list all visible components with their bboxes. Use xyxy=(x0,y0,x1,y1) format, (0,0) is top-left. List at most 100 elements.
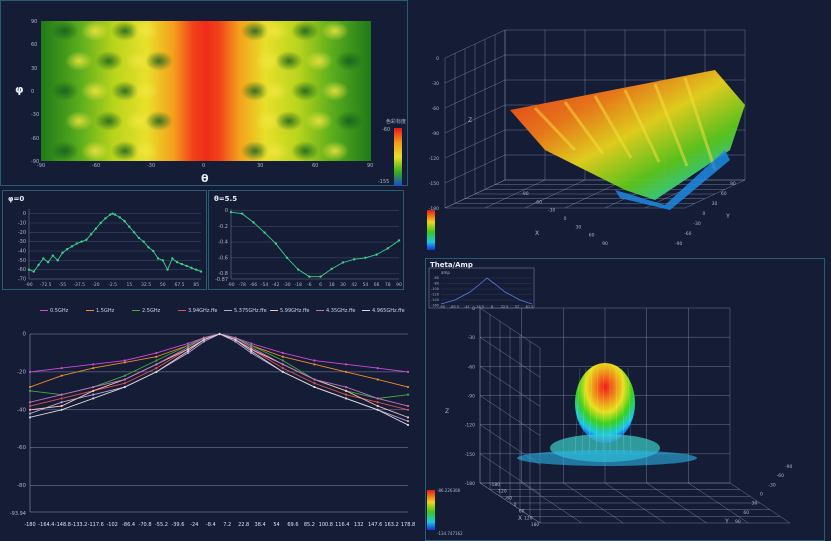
heatmap-lobe xyxy=(81,81,109,101)
legend-item[interactable]: 2.5GHz xyxy=(132,308,160,314)
z-tick-label: 0 xyxy=(472,306,475,312)
y-tick-label: -90 xyxy=(785,464,792,470)
data-point xyxy=(281,351,284,355)
data-point xyxy=(70,245,74,248)
data-point xyxy=(156,257,160,260)
data-point xyxy=(128,225,131,228)
legend-swatch xyxy=(316,310,324,311)
data-point xyxy=(186,342,190,345)
x-tick-label: 15 xyxy=(126,282,132,288)
x-tick-label: 163.2 xyxy=(384,522,398,528)
mini-x-tick: 81.5 xyxy=(526,305,534,309)
data-point xyxy=(123,361,126,364)
data-point xyxy=(375,253,378,256)
heatmap-lobe xyxy=(305,51,333,71)
data-point xyxy=(28,389,32,392)
y-tick-label: 0 xyxy=(703,211,706,217)
x-tick-label: 38.4 xyxy=(255,522,266,528)
x-tick-label: 85.2 xyxy=(304,522,315,528)
legend-item[interactable]: 4.35GHz.ffe xyxy=(316,308,356,314)
heatmap-lobe xyxy=(335,111,363,131)
data-point xyxy=(28,370,32,373)
grid-line xyxy=(479,337,541,378)
data-point xyxy=(186,351,190,355)
data-point xyxy=(92,393,95,396)
data-point xyxy=(406,370,410,373)
data-point xyxy=(171,257,174,260)
data-point xyxy=(104,217,107,220)
data-point xyxy=(234,340,237,343)
data-point xyxy=(28,408,32,411)
x-tick-label: -90 xyxy=(227,282,234,288)
heatmap-lobe xyxy=(65,111,93,131)
balloon-rib xyxy=(574,367,581,454)
heatmap-x-tick: 60 xyxy=(312,163,319,169)
legend-item[interactable]: 5.99GHz.ffe xyxy=(270,308,310,314)
x-tick-label: -24 xyxy=(190,522,198,528)
x-tick-label: -90 xyxy=(521,191,528,197)
data-point xyxy=(155,363,158,366)
data-point xyxy=(376,367,379,370)
data-point xyxy=(406,416,410,419)
data-point xyxy=(175,261,179,264)
heatmap-x-tick: -30 xyxy=(147,163,156,169)
mini-y-tick: -60 xyxy=(433,276,439,280)
z-tick-label: -90 xyxy=(468,394,475,400)
colorbar-max-label: -86.226308 xyxy=(437,488,461,493)
legend-item[interactable]: 4.965GHz.ffe xyxy=(362,308,405,314)
x-tick-label: 180 xyxy=(531,522,540,528)
heatmap-lobe xyxy=(145,51,173,71)
data-point xyxy=(118,216,121,219)
data-point xyxy=(202,336,205,339)
balloon-rib xyxy=(615,367,618,454)
data-point xyxy=(132,231,136,234)
legend-label: 2.5GHz xyxy=(142,308,161,314)
data-point xyxy=(344,385,348,389)
data-point xyxy=(344,363,348,366)
series-line xyxy=(28,213,202,273)
legend-item[interactable]: 0.5GHz xyxy=(40,308,68,314)
data-point xyxy=(155,359,158,362)
data-point xyxy=(281,370,284,373)
data-point xyxy=(376,401,379,404)
x-tick-label: -180 xyxy=(490,482,500,488)
data-point xyxy=(56,259,59,262)
multi-freq-legend: 0.5GHz 1.5GHz 2.5GHz 3.94GHz.ffe 5.375GHz.ff… xyxy=(40,308,410,318)
data-point xyxy=(319,275,322,278)
data-point xyxy=(195,268,198,271)
legend-item[interactable]: 1.5GHz xyxy=(86,308,114,314)
legend-item[interactable]: 3.94GHz.ffe xyxy=(178,308,218,314)
data-point xyxy=(341,261,345,264)
legend-label: 3.94GHz.ffe xyxy=(188,308,218,314)
heatmap-lobe xyxy=(51,21,79,41)
data-point xyxy=(155,370,158,373)
data-point xyxy=(28,416,32,419)
data-point xyxy=(99,221,102,225)
data-point xyxy=(137,236,141,240)
data-point xyxy=(186,344,190,347)
x-tick-label: 69.6 xyxy=(287,522,298,528)
x-tick-label: -164.4 xyxy=(38,522,54,528)
data-point xyxy=(376,404,379,408)
x-tick-label: 147.6 xyxy=(368,522,382,528)
legend-label: 5.99GHz.ffe xyxy=(280,308,310,314)
legend-swatch xyxy=(362,310,370,311)
data-point xyxy=(42,257,45,260)
heatmap-lobe xyxy=(145,111,173,131)
balloon-rib xyxy=(581,367,587,454)
x-tick-label: -60 xyxy=(535,199,542,205)
y-tick-label: -50 xyxy=(18,258,26,264)
z-tick-label: -120 xyxy=(465,423,475,429)
data-point xyxy=(234,338,237,341)
data-point xyxy=(60,408,63,411)
mini-y-tick: -120 xyxy=(431,293,439,297)
x-tick-label: 120 xyxy=(524,515,533,521)
legend-item[interactable]: 5.375GHz.ffe xyxy=(224,308,267,314)
data-point xyxy=(344,397,348,400)
y-tick-label: 90 xyxy=(730,181,736,187)
data-point xyxy=(406,423,410,427)
data-point xyxy=(330,267,333,270)
data-point xyxy=(344,393,348,396)
x-tick-label: 116.4 xyxy=(335,522,349,528)
data-point xyxy=(285,256,289,259)
